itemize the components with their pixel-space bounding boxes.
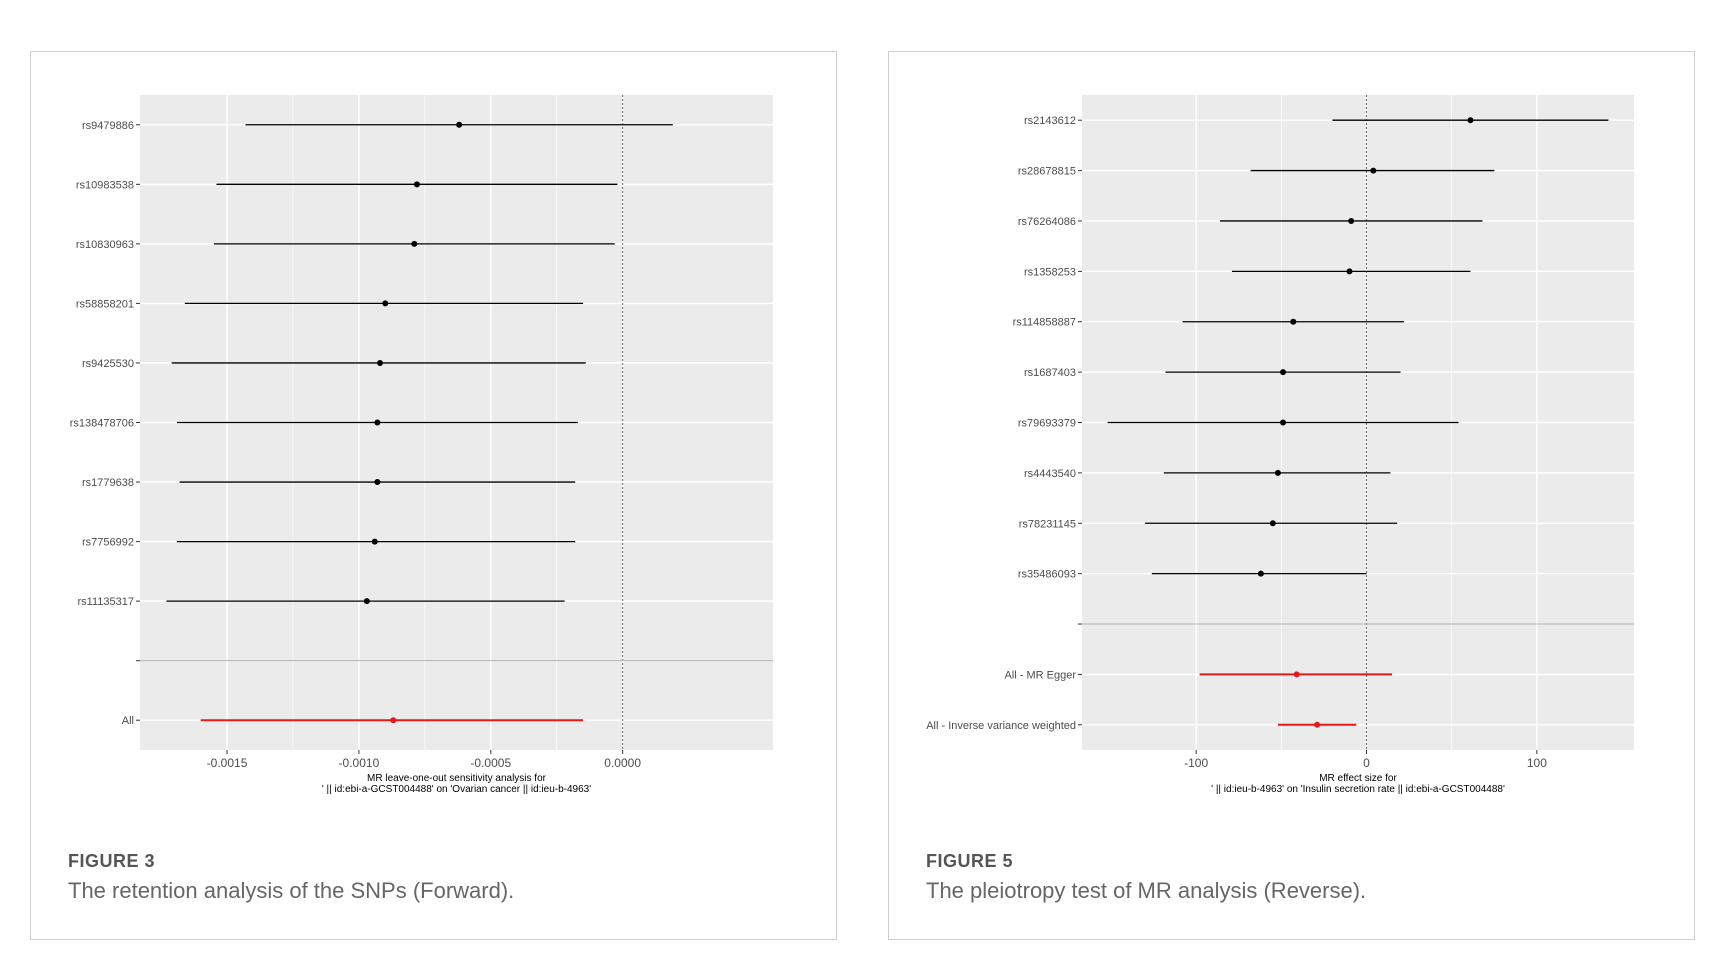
figure-3-point-estimate [390,717,397,724]
figure-3-label: FIGURE 3 [68,851,156,871]
figure-3-y-label: rs138478706 [70,418,134,430]
figure-5-y-label: rs78231145 [1019,518,1076,530]
figure-5-point-estimate [1346,268,1353,275]
figure-3-y-label: rs11135317 [78,596,134,608]
figure-5-y-label: rs114858887 [1013,317,1076,329]
figure-5-x-tick-label: 100 [1527,756,1547,770]
figure-3-point-estimate [456,121,463,128]
figure-3-x-tick-label: -0.0015 [207,756,248,770]
figure-5-point-estimate [1280,419,1287,426]
figure-3-y-label: rs1779638 [82,477,134,489]
figure-5-y-label: rs76264086 [1018,216,1076,228]
figure-3-card: -0.0015 -0.0010 -0.0005 0.0000 rs9479886 rs10… [30,51,837,940]
figure-5-forest-plot: -100 0 100 rs2143612 rs28678815 rs76264086 rs1… [926,95,1634,795]
figure-5-point-estimate [1370,167,1377,174]
figure-3-point-estimate [377,359,384,366]
figure-5-x-axis-title: ' || id:ieu-b-4963' on 'Insulin secretio… [1211,784,1505,795]
figure-5-y-label: All - MR Egger [1004,669,1076,681]
figure-3-y-label: rs10830963 [76,239,134,251]
figure-5-point-estimate [1348,217,1355,224]
figure-3-point-estimate [411,240,418,247]
figure-3-x-axis-title: MR leave-one-out sensitivity analysis fo… [367,773,547,784]
figure-3-point-estimate [413,181,420,188]
figure-5-label: FIGURE 5 [926,851,1014,871]
figure-5-y-label: rs79693379 [1018,418,1076,430]
figure-3-point-estimate [374,419,381,426]
figure-3-point-estimate [374,479,381,486]
figure-3-y-label: rs10983538 [76,179,134,191]
figure-5-point-estimate [1257,570,1264,577]
figure-5-point-estimate [1293,671,1300,678]
figure-5-y-label: rs35486093 [1018,569,1076,581]
figure-5-caption: The pleiotropy test of MR analysis (Reve… [926,878,1367,903]
figure-3-x-tick-label: -0.0005 [470,756,511,770]
figure-3-y-label: rs7756992 [82,537,134,549]
figure-3-x-tick-label: 0.0000 [604,756,641,770]
figure-5-y-label: All - Inverse variance weighted [926,720,1076,732]
figure-3-point-estimate [363,598,370,605]
figure-5-y-label: rs2143612 [1024,115,1076,127]
figure-3-y-label: rs9479886 [82,120,134,132]
figure-3-point-estimate [382,300,389,307]
figure-5-point-estimate [1269,520,1276,527]
figure-3-x-axis-title: ' || id:ebi-a-GCST004488' on 'Ovarian ca… [322,784,591,795]
figure-3-x-tick-label: -0.0010 [339,756,380,770]
figure-5-x-tick-label: -100 [1184,756,1208,770]
figure-5-y-label: rs1358253 [1024,266,1076,278]
figure-3-caption: The retention analysis of the SNPs (Forw… [68,878,515,903]
figure-5-point-estimate [1290,318,1297,325]
figure-5-x-axis-title: MR effect size for [1319,773,1397,784]
figure-3-point-estimate [371,538,378,545]
figure-5-point-estimate [1280,369,1287,376]
figure-3-y-label: All [122,715,134,727]
figure-5-point-estimate [1467,117,1474,124]
figure-5-y-label: rs1687403 [1024,367,1076,379]
figure-3-y-label: rs58858201 [76,298,134,310]
figure-5-y-label: rs4443540 [1024,468,1076,480]
figure-5-y-label: rs28678815 [1018,166,1076,178]
figure-3-forest-plot: -0.0015 -0.0010 -0.0005 0.0000 rs9479886 rs10… [70,95,773,795]
figure-5-point-estimate [1274,469,1281,476]
figure-5-x-tick-label: 0 [1363,756,1370,770]
figure-3-y-label: rs9425530 [82,358,134,370]
figure-5-point-estimate [1314,721,1321,728]
figure-5-card: -100 0 100 rs2143612 rs28678815 rs76264086 rs1… [888,51,1695,940]
